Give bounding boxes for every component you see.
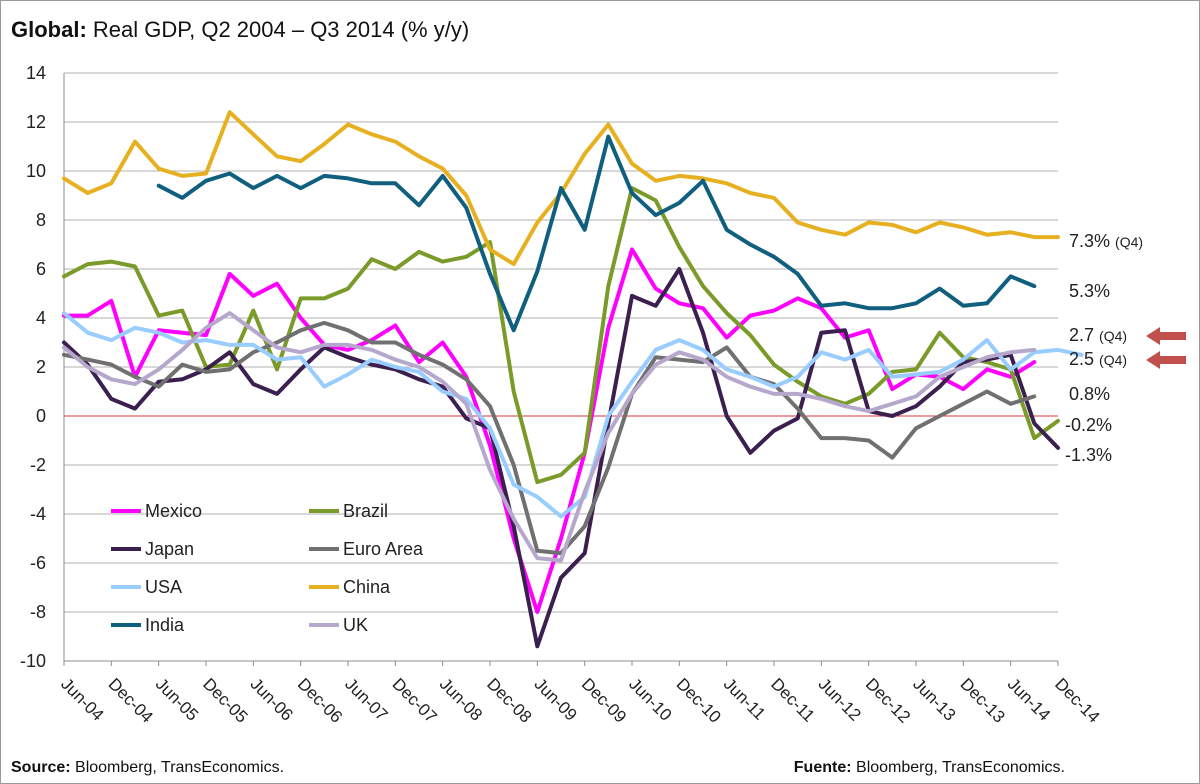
series-line-mexico <box>62 247 1037 614</box>
legend-label: Euro Area <box>343 539 424 559</box>
y-tick-label: -4 <box>30 504 46 524</box>
x-tick-label: Dec-07 <box>389 674 441 726</box>
chart-title: Global: Real GDP, Q2 2004 – Q3 2014 (% y… <box>11 17 469 43</box>
x-tick-label: Dec-09 <box>578 674 630 726</box>
chart-title-bold: Global: <box>11 17 87 42</box>
fuente-label: Fuente: <box>793 759 852 776</box>
series-line-euro-area <box>62 320 1037 556</box>
end-value-label: 7.3% (Q4) <box>1069 231 1143 251</box>
fuente-text: Bloomberg, TransEconomics. <box>856 759 1065 776</box>
x-tick-label: Jun-14 <box>1004 674 1054 724</box>
y-tick-label: 2 <box>36 357 46 377</box>
fuente-note: Fuente: Bloomberg, TransEconomics. <box>794 759 1065 777</box>
x-tick-label: Jun-04 <box>57 674 107 724</box>
end-value-label: 5.3% <box>1069 281 1110 301</box>
y-tick-label: -8 <box>30 602 46 622</box>
series-line-uk <box>62 311 1037 563</box>
x-tick-label: Dec-12 <box>862 674 914 726</box>
x-tick-label: Jun-08 <box>436 674 486 724</box>
y-tick-label: 4 <box>36 308 46 328</box>
end-value-label: 0.8% <box>1069 384 1110 404</box>
legend-label: China <box>343 577 391 597</box>
x-tick-label: Jun-07 <box>341 674 391 724</box>
legend-label: UK <box>343 615 368 635</box>
arrow-left-icon <box>1146 351 1186 369</box>
y-tick-label: 8 <box>36 210 46 230</box>
legend-label: Japan <box>145 539 194 559</box>
source-note: Source: Bloomberg, TransEconomics. <box>11 759 284 777</box>
x-tick-label: Dec-14 <box>1051 674 1103 726</box>
series-line-usa <box>62 311 1084 519</box>
x-tick-label: Jun-13 <box>909 674 959 724</box>
y-tick-label: 10 <box>26 161 46 181</box>
x-tick-label: Jun-12 <box>815 674 865 724</box>
y-tick-label: 6 <box>36 259 46 279</box>
x-tick-label: Dec-08 <box>483 674 535 726</box>
x-tick-label: Dec-13 <box>957 674 1009 726</box>
legend-label: Mexico <box>145 501 202 521</box>
legend-label: India <box>145 615 185 635</box>
chart-title-rest: Real GDP, Q2 2004 – Q3 2014 (% y/y) <box>92 17 470 42</box>
x-tick-label: Dec-11 <box>767 674 818 725</box>
x-tick-label: Jun-06 <box>247 674 297 724</box>
y-tick-label: 12 <box>26 112 46 132</box>
series-line-japan <box>62 267 1060 649</box>
end-value-label: -0.2% <box>1065 415 1112 435</box>
x-tick-label: Dec-04 <box>105 674 157 726</box>
x-tick-label: Jun-11 <box>720 674 769 723</box>
x-tick-label: Jun-10 <box>625 674 675 724</box>
series-line-brazil <box>62 186 1060 485</box>
x-tick-label: Dec-10 <box>673 674 725 726</box>
end-value-label: 2.7 (Q4) <box>1069 325 1127 345</box>
y-tick-label: 14 <box>26 63 46 83</box>
legend-label: Brazil <box>343 501 388 521</box>
y-tick-label: -6 <box>30 553 46 573</box>
x-tick-label: Dec-05 <box>199 674 251 726</box>
y-tick-label: -2 <box>30 455 46 475</box>
legend-label: USA <box>145 577 182 597</box>
series-line-india <box>156 134 1037 333</box>
end-value-label: -1.3% <box>1065 445 1112 465</box>
end-value-label: 2.5 (Q4) <box>1069 349 1127 369</box>
x-tick-label: Jun-05 <box>152 674 202 724</box>
x-tick-label: Jun-09 <box>531 674 581 724</box>
x-tick-label: Dec-06 <box>294 674 346 726</box>
source-text: Bloomberg, TransEconomics. <box>75 759 285 776</box>
y-tick-label: -10 <box>20 651 46 671</box>
arrow-left-icon <box>1146 327 1186 345</box>
source-label: Source: <box>11 759 71 776</box>
y-tick-label: 0 <box>36 406 46 426</box>
